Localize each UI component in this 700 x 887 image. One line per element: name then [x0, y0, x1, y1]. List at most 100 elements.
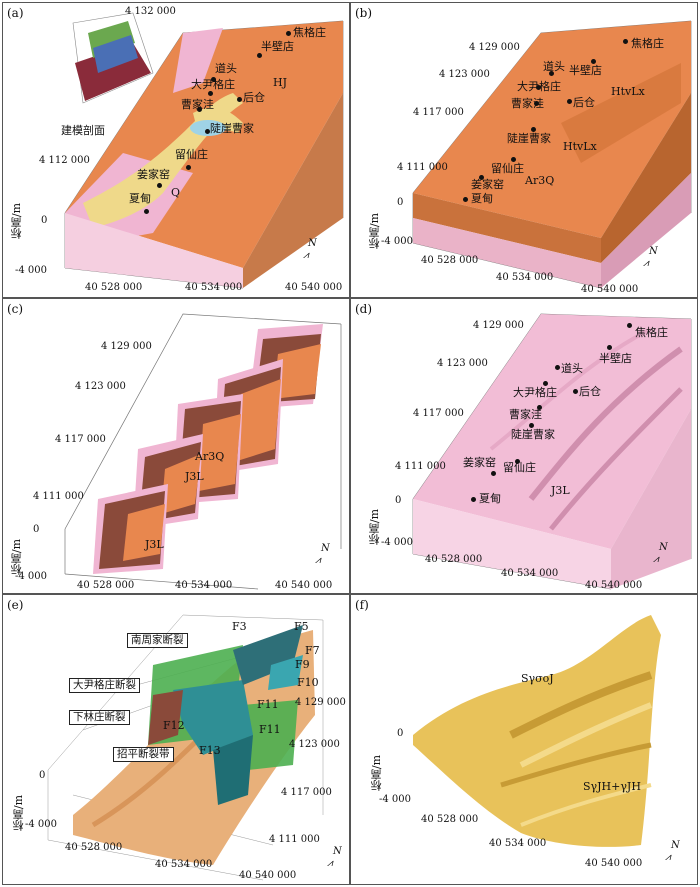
place-label: 陡崖曹家 [507, 132, 551, 145]
panel-d: (d) 4 129 000 4 123 000 4 117 000 4 111 … [350, 298, 698, 594]
coord-y3: 4 117 000 [55, 434, 106, 445]
place-dot [286, 31, 291, 36]
unit-label: Ar3Q [195, 450, 225, 463]
y-axis-label: 标高/m [368, 509, 381, 546]
place-dot [549, 71, 554, 76]
place-label: 焦格庄 [631, 37, 664, 50]
panel-label: (f) [355, 598, 369, 612]
coord-z-4000: -4 000 [15, 571, 48, 582]
panel-f-graphic [413, 615, 661, 847]
unit-label: SγσoJ [521, 672, 554, 685]
place-dot [573, 389, 578, 394]
coord-y4: 4 111 000 [395, 461, 446, 472]
coord-y3: 4 117 000 [281, 787, 332, 798]
coord-x1: 40 528 000 [421, 255, 479, 266]
unit-label: J3L [551, 484, 570, 497]
coord-y2: 4 123 000 [289, 739, 340, 750]
coord-z0: 0 [41, 215, 48, 226]
coord-top: 4 132 000 [125, 6, 176, 17]
place-dot [515, 459, 520, 464]
place-dot [144, 209, 149, 214]
place-label: 大尹格庄 [191, 78, 235, 91]
panel-e: (e) 南周家断裂 大尹格庄断裂 下林庄断裂 招平断裂带 F3 F5 F7 F9… [2, 594, 350, 885]
coord-x1: 40 528 000 [85, 282, 143, 293]
place-dot [534, 101, 539, 106]
place-label: 姜家窑 [471, 178, 504, 191]
coord-x3: 40 540 000 [285, 282, 343, 293]
panel-d-graphic [412, 313, 692, 590]
panel-label: (d) [355, 302, 373, 316]
north-arrow: N [671, 840, 680, 851]
fault-id: F9 [295, 658, 310, 671]
place-label: 曹家洼 [509, 408, 542, 421]
coord-x2: 40 534 000 [155, 859, 213, 870]
place-dot [471, 497, 476, 502]
coord-y1: 4 129 000 [101, 341, 152, 352]
panel-label: (c) [7, 302, 24, 316]
fault-id: F12 [163, 719, 185, 732]
coord-z0: 0 [33, 524, 40, 535]
place-dot [627, 323, 632, 328]
place-label: 曹家洼 [181, 98, 214, 111]
place-label: 半壁店 [599, 352, 632, 365]
fault-id: F7 [305, 644, 320, 657]
coord-x2: 40 534 000 [185, 282, 243, 293]
panel-c-graphic [64, 313, 342, 590]
unit-label: HtvLx [563, 140, 597, 153]
panel-label: (a) [7, 6, 24, 20]
north-arrow: N [308, 238, 317, 249]
place-dot [567, 99, 572, 104]
place-label: 大尹格庄 [513, 386, 557, 399]
place-label: 留仙庄 [491, 162, 524, 175]
coord-y: 4 112 000 [39, 155, 90, 166]
unit-label: SγJH+γJH [583, 780, 641, 793]
place-label: 陡崖曹家 [511, 428, 555, 441]
fault-id: F13 [199, 744, 221, 757]
granite-surface [413, 615, 661, 847]
fault-label: 南周家断裂 [127, 633, 188, 648]
coord-y2: 4 123 000 [75, 381, 126, 392]
model-surface-b [413, 21, 691, 238]
place-label: 后仓 [243, 91, 265, 104]
place-label: 曹家洼 [511, 97, 544, 110]
fault-id: F3 [232, 620, 247, 633]
inset-caption: 建模剖面 [61, 124, 105, 137]
place-label: 夏甸 [129, 192, 151, 205]
place-dot [531, 127, 536, 132]
coord-x1: 40 528 000 [65, 842, 123, 853]
coord-y1: 4 129 000 [295, 697, 346, 708]
coord-x2: 40 534 000 [501, 568, 559, 579]
place-dot [211, 77, 216, 82]
y-axis-label: 标高/m [10, 539, 23, 576]
north-arrow: N [649, 246, 658, 257]
fault-label: 招平断裂带 [113, 747, 174, 762]
unit-label: HJ [273, 76, 288, 89]
place-dot [607, 345, 612, 350]
coord-x1: 40 528 000 [421, 814, 479, 825]
north-arrow: N [659, 542, 668, 553]
panel-f: (f) SγσoJ SγJH+γJH 0 -4 000 40 528 000 4… [350, 594, 698, 885]
north-arrow-icon: ⩘ [643, 258, 649, 269]
y-axis-label: 标高/m [368, 213, 381, 250]
place-dot [479, 175, 484, 180]
place-dot [536, 85, 541, 90]
place-label: 陡崖曹家 [210, 122, 254, 135]
north-arrow-icon: ⩘ [327, 858, 333, 869]
panel-c: (c) 4 129 000 4 123 000 4 117 000 4 111 … [2, 298, 350, 594]
coord-x3: 40 540 000 [275, 580, 333, 591]
place-dot [591, 59, 596, 64]
coord-x2: 40 534 000 [496, 272, 554, 283]
fault-label: 下林庄断裂 [69, 710, 130, 725]
panel-a: (a) 建模剖面 4 132 000 4 112 000 0 -4 000 40… [2, 2, 350, 298]
unit-label: J3L [185, 470, 204, 483]
place-label: 留仙庄 [503, 461, 536, 474]
coord-x2: 40 534 000 [489, 838, 547, 849]
coord-z-4000: -4 000 [25, 819, 58, 830]
unit-label: Ar3Q [525, 174, 555, 187]
place-label: 姜家窑 [463, 456, 496, 469]
place-dot [205, 129, 210, 134]
panel-b-graphic [412, 20, 692, 289]
coord-y3: 4 117 000 [413, 107, 464, 118]
coord-z0: 0 [395, 495, 402, 506]
place-dot [537, 405, 542, 410]
